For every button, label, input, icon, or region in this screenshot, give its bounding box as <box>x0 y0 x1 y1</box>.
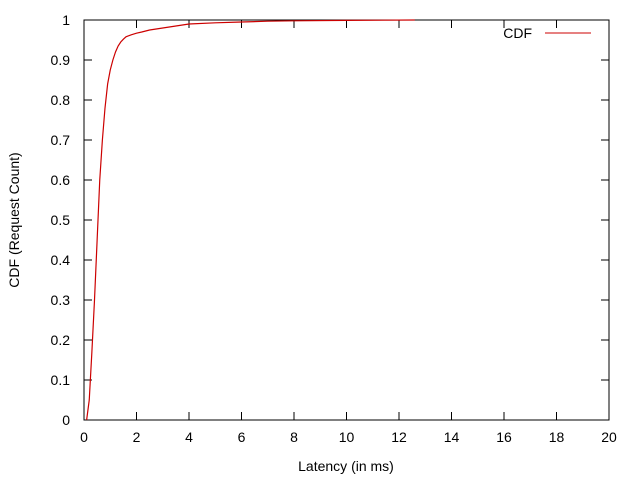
x-tick-label: 12 <box>391 429 407 445</box>
y-axis-title: CDF (Request Count) <box>6 152 22 287</box>
y-tick-label: 0.1 <box>51 372 71 388</box>
series-line-cdf <box>86 19 415 421</box>
legend-label: CDF <box>503 25 532 41</box>
y-tick-label: 1 <box>62 12 70 28</box>
x-tick-label: 14 <box>444 429 460 445</box>
y-tick-label: 0.8 <box>51 92 71 108</box>
legend: CDF <box>503 25 591 41</box>
y-tick-label: 0.7 <box>51 132 71 148</box>
y-tick-label: 0 <box>62 412 70 428</box>
x-tick-label: 10 <box>339 429 355 445</box>
x-tick-label: 4 <box>185 429 193 445</box>
x-tick-label: 2 <box>133 429 141 445</box>
y-tick-label: 0.3 <box>51 292 71 308</box>
x-tick-label: 16 <box>496 429 512 445</box>
tick-marks <box>83 19 610 421</box>
y-tick-labels: 0 0.1 0.2 0.3 0.4 0.5 0.6 0.7 0.8 0.9 1 <box>51 12 71 428</box>
x-axis-title: Latency (in ms) <box>298 458 394 474</box>
x-tick-label: 0 <box>80 429 88 445</box>
x-tick-labels: 0 2 4 6 8 10 12 14 16 18 20 <box>80 429 617 445</box>
series-layer <box>86 19 415 421</box>
y-tick-label: 0.4 <box>51 252 71 268</box>
x-tick-label: 6 <box>238 429 246 445</box>
x-tick-label: 18 <box>549 429 565 445</box>
x-tick-label: 8 <box>290 429 298 445</box>
x-tick-label: 20 <box>601 429 617 445</box>
y-tick-label: 0.6 <box>51 172 71 188</box>
y-tick-label: 0.9 <box>51 52 71 68</box>
y-tick-label: 0.5 <box>51 212 71 228</box>
plot-frame <box>83 19 610 421</box>
y-tick-label: 0.2 <box>51 332 71 348</box>
